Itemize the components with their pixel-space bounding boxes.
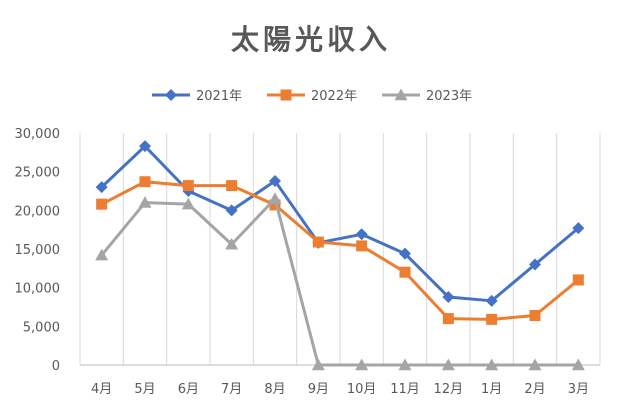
data-point-series-1 <box>269 174 281 187</box>
y-tick-label: 15,000 <box>15 243 61 258</box>
data-point-series-3 <box>355 358 369 371</box>
data-point-series-1 <box>485 294 498 307</box>
x-tick-label: 12月 <box>434 382 464 397</box>
y-tick-label: 25,000 <box>15 166 61 181</box>
data-point-series-2 <box>312 236 324 248</box>
x-tick-label: 10月 <box>347 382 377 397</box>
x-tick-label: 6月 <box>178 382 199 397</box>
x-tick-label: 4月 <box>91 382 112 397</box>
legend-label-2: 2022年 <box>311 89 357 104</box>
data-point-series-3 <box>311 358 325 371</box>
data-point-series-3 <box>398 358 412 371</box>
data-point-series-2 <box>572 274 584 286</box>
data-point-series-1 <box>529 258 541 271</box>
y-tick-label: 30,000 <box>15 127 61 142</box>
data-point-series-3 <box>441 358 455 371</box>
legend-label-3: 2023年 <box>426 89 472 104</box>
data-point-series-1 <box>399 247 411 260</box>
data-point-series-3 <box>138 196 152 208</box>
legend-marker-1 <box>165 89 177 101</box>
y-tick-label: 20,000 <box>15 204 61 219</box>
data-point-series-1 <box>95 181 108 194</box>
x-tick-label: 11月 <box>390 382 420 397</box>
data-point-series-2 <box>356 240 368 252</box>
chart-title: 太陽光収入 <box>230 23 391 56</box>
legend-label-1: 2021年 <box>196 89 242 104</box>
data-point-series-2 <box>269 199 281 211</box>
data-point-series-3 <box>225 237 239 250</box>
data-point-series-3 <box>181 197 195 210</box>
legend-marker-2 <box>280 89 292 101</box>
data-point-series-2 <box>96 198 108 210</box>
data-point-series-1 <box>139 140 151 153</box>
data-point-series-3 <box>95 248 109 261</box>
data-point-series-1 <box>572 222 585 235</box>
y-tick-label: 5,000 <box>23 320 60 335</box>
x-tick-label: 9月 <box>308 382 329 397</box>
y-tick-label: 10,000 <box>15 282 61 297</box>
data-point-series-2 <box>226 180 238 192</box>
data-point-series-1 <box>355 228 368 241</box>
data-point-series-2 <box>529 310 541 322</box>
series-line-2 <box>100 180 580 321</box>
data-point-series-2 <box>399 266 411 278</box>
x-tick-label: 2月 <box>524 382 545 397</box>
data-point-series-2 <box>442 313 454 325</box>
x-tick-label: 1月 <box>481 382 502 397</box>
data-point-series-3 <box>485 358 499 371</box>
y-tick-label: 0 <box>52 359 60 374</box>
legend-marker-3 <box>394 88 408 101</box>
data-point-series-2 <box>139 176 151 188</box>
data-point-series-2 <box>182 180 194 192</box>
x-tick-label: 3月 <box>568 382 589 397</box>
data-point-series-3 <box>268 192 282 204</box>
x-tick-label: 8月 <box>264 382 285 397</box>
x-tick-label: 7月 <box>221 382 242 397</box>
series-line-3 <box>100 197 579 367</box>
data-point-series-1 <box>225 204 238 217</box>
data-point-series-3 <box>528 358 542 371</box>
data-point-series-2 <box>486 313 498 325</box>
data-point-series-3 <box>571 358 585 371</box>
x-tick-label: 5月 <box>134 382 155 397</box>
data-point-series-1 <box>442 290 455 303</box>
